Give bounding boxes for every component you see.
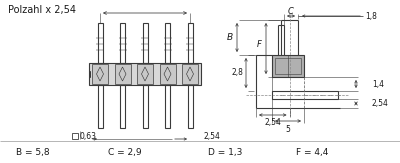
Bar [120, 23, 125, 63]
Bar [160, 64, 176, 84]
Text: 2,54: 2,54 [264, 119, 281, 127]
Bar [142, 23, 148, 63]
Bar [92, 64, 108, 84]
Text: C: C [288, 7, 294, 15]
Bar [137, 64, 153, 84]
Bar [272, 55, 304, 77]
Text: 1,4: 1,4 [372, 80, 384, 89]
Text: Polzahl x 2,54: Polzahl x 2,54 [8, 5, 76, 15]
Bar [182, 64, 198, 84]
Bar [89, 63, 201, 85]
Bar [275, 58, 301, 74]
Text: 2,54: 2,54 [204, 132, 221, 141]
Bar [114, 64, 130, 84]
Bar [98, 85, 102, 128]
Text: 0,63: 0,63 [80, 132, 96, 141]
Bar [272, 91, 338, 99]
Bar [165, 85, 170, 128]
Bar [142, 85, 148, 128]
Bar [165, 23, 170, 63]
Text: 5: 5 [286, 125, 290, 133]
Text: 2,8: 2,8 [231, 68, 243, 77]
Text: 1,8: 1,8 [365, 12, 377, 21]
Bar [98, 23, 102, 63]
Bar [72, 133, 78, 139]
Text: C = 2,9: C = 2,9 [108, 148, 142, 157]
Text: B = 5,8: B = 5,8 [16, 148, 50, 157]
Bar [188, 85, 192, 128]
Text: F: F [256, 40, 262, 49]
Bar [188, 23, 192, 63]
Bar [120, 85, 125, 128]
Text: B: B [227, 33, 233, 42]
Text: 2,54: 2,54 [372, 99, 389, 108]
Text: D = 1,3: D = 1,3 [208, 148, 242, 157]
Text: F = 4,4: F = 4,4 [296, 148, 328, 157]
